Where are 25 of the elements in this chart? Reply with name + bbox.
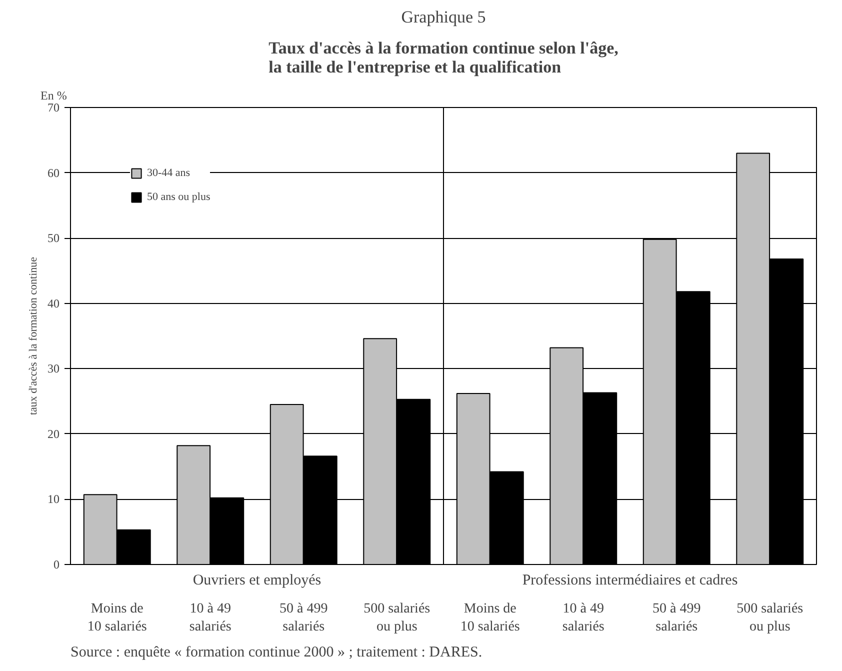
x-tick-label: 10 à 49 salariés [189,602,232,634]
chart-subtitle: Taux d'accès à la formation continue selon l'âge, la taille de l'entreprise et la qualification [268,38,618,76]
x-tick-label: 500 salariés ou plus [736,602,804,634]
x-tick-label: 10 à 49 salariés [562,602,604,634]
source-note: Source : enquête « formation continue 2000 » ; traitement : DARES. [70,644,482,660]
y-tick-label: 70 [48,100,60,114]
y-axis-title: taux d'accès à la formation continue [28,256,40,416]
y-tick-label: 10 [48,492,60,506]
chart-title: Graphique 5 [401,8,486,26]
y-tick-label: 30 [48,362,60,376]
y-tick-label: 60 [48,166,60,180]
text: Ouvriers et employés [192,572,322,588]
text: En % [40,88,67,102]
x-tick-label: 50 à 499 salariés [652,602,701,634]
legend-label: 30-44 ans [147,167,190,179]
text: Professions intermédiaires et cadres [522,572,738,588]
x-tick-label: 500 salariés ou plus [364,602,430,634]
x-tick-label: 50 à 499 salariés [280,602,328,634]
y-tick-label: 20 [48,426,60,441]
legend-label: 50 ans ou plus [147,191,210,203]
y-tick-label: 0 [54,558,60,572]
x-tick-label: Moins de 10 salariés [87,602,147,634]
y-tick-label: 40 [48,296,60,310]
x-tick-label: Moins de 10 salariés [460,602,520,634]
y-tick-label: 50 [48,231,60,246]
